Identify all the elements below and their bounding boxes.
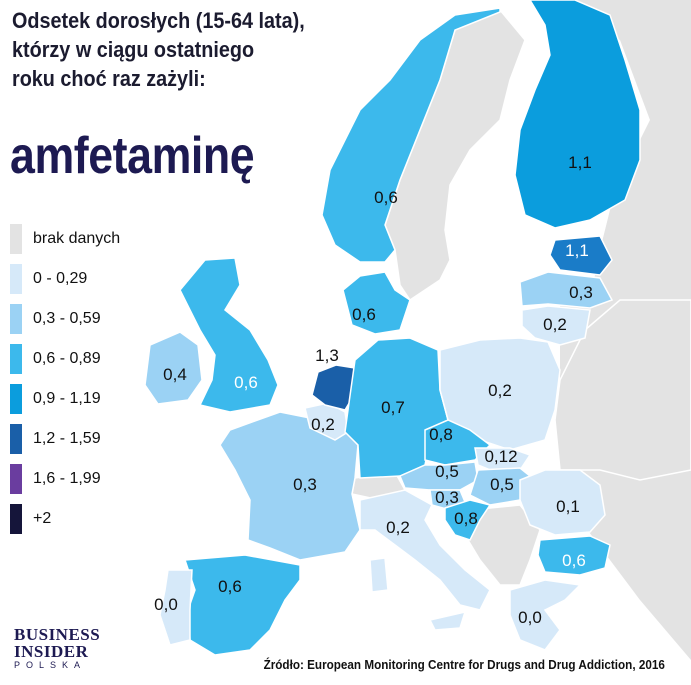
label-austria: 0,5 bbox=[435, 462, 459, 481]
label-bulgaria: 0,6 bbox=[562, 551, 586, 570]
label-uk: 0,6 bbox=[234, 373, 258, 392]
map-title: Odsetek dorosłych (15-64 lata), którzy w… bbox=[12, 6, 318, 93]
label-slovenia: 0,3 bbox=[435, 488, 459, 507]
legend-label: 0,6 - 0,89 bbox=[33, 350, 101, 367]
title-line-3: roku choć raz zażyli: bbox=[12, 66, 206, 91]
legend-item: 0,3 - 0,59 bbox=[10, 304, 120, 334]
legend-item: 0,9 - 1,19 bbox=[10, 384, 120, 414]
label-lithuania: 0,2 bbox=[543, 315, 567, 334]
label-poland: 0,2 bbox=[488, 381, 512, 400]
legend-label: 1,2 - 1,59 bbox=[33, 430, 101, 447]
label-denmark: 0,6 bbox=[352, 305, 376, 324]
country-italy-sardinia bbox=[369, 557, 389, 593]
label-finland: 1,1 bbox=[568, 153, 592, 172]
country-lithuania bbox=[521, 305, 591, 346]
region-belarus-ukraine bbox=[554, 299, 691, 481]
label-slovakia: 0,12 bbox=[484, 447, 517, 466]
legend-label: +2 bbox=[33, 510, 52, 527]
label-portugal: 0,0 bbox=[154, 595, 178, 614]
source-note: Źródło: European Monitoring Centre for D… bbox=[263, 657, 665, 672]
legend-item: +2 bbox=[10, 504, 120, 534]
legend-item: 1,2 - 1,59 bbox=[10, 424, 120, 454]
country-finland bbox=[514, 0, 641, 229]
logo-line-1: BUSINESS bbox=[14, 625, 101, 644]
logo-line-2: INSIDER bbox=[14, 642, 89, 661]
business-insider-logo: BUSINESS INSIDER POLSKA bbox=[14, 626, 100, 671]
label-france: 0,3 bbox=[293, 475, 317, 494]
country-estonia bbox=[549, 235, 613, 276]
label-czechia: 0,8 bbox=[429, 425, 453, 444]
legend: brak danych 0 - 0,29 0,3 - 0,59 0,6 - 0,… bbox=[10, 224, 120, 544]
country-norway bbox=[321, 7, 501, 263]
country-italy-sicily bbox=[428, 610, 467, 631]
country-croatia bbox=[444, 499, 492, 541]
legend-swatch bbox=[10, 344, 22, 374]
legend-label: 0 - 0,29 bbox=[33, 270, 88, 287]
label-estonia: 1,1 bbox=[565, 241, 589, 260]
label-germany: 0,7 bbox=[381, 398, 405, 417]
label-croatia: 0,8 bbox=[454, 509, 478, 528]
country-bulgaria bbox=[537, 535, 611, 576]
label-ireland: 0,4 bbox=[163, 365, 187, 384]
label-hungary: 0,5 bbox=[490, 475, 514, 494]
legend-swatch bbox=[10, 304, 22, 334]
label-netherlands: 1,3 bbox=[315, 346, 339, 365]
label-italy: 0,2 bbox=[386, 518, 410, 537]
legend-item: 0,6 - 0,89 bbox=[10, 344, 120, 374]
legend-label: 0,9 - 1,19 bbox=[33, 390, 101, 407]
legend-label: 1,6 - 1,99 bbox=[33, 470, 101, 487]
substance-headline: amfetaminę bbox=[10, 127, 255, 185]
legend-label: 0,3 - 0,59 bbox=[33, 310, 101, 327]
legend-item: 1,6 - 1,99 bbox=[10, 464, 120, 494]
label-latvia: 0,3 bbox=[569, 283, 593, 302]
title-line-1: Odsetek dorosłych (15-64 lata), bbox=[12, 8, 305, 33]
country-uk bbox=[179, 257, 279, 413]
legend-swatch bbox=[10, 504, 22, 534]
country-latvia bbox=[519, 271, 614, 309]
label-spain: 0,6 bbox=[218, 577, 242, 596]
label-norway: 0,6 bbox=[374, 188, 398, 207]
title-line-2: którzy w ciągu ostatniego bbox=[12, 37, 255, 62]
legend-swatch bbox=[10, 424, 22, 454]
legend-item: brak danych bbox=[10, 224, 120, 254]
legend-swatch bbox=[10, 224, 22, 254]
country-italy bbox=[359, 489, 491, 611]
legend-label: brak danych bbox=[33, 230, 121, 247]
country-portugal bbox=[159, 569, 193, 646]
label-belgium: 0,2 bbox=[311, 415, 335, 434]
label-romania: 0,1 bbox=[556, 497, 580, 516]
legend-swatch bbox=[10, 264, 22, 294]
label-greece: 0,0 bbox=[518, 608, 542, 627]
country-denmark bbox=[342, 271, 411, 335]
country-ireland bbox=[144, 331, 203, 405]
logo-line-3: POLSKA bbox=[14, 660, 87, 670]
legend-item: 0 - 0,29 bbox=[10, 264, 120, 294]
country-romania bbox=[519, 469, 606, 536]
legend-swatch bbox=[10, 464, 22, 494]
country-greece bbox=[509, 579, 582, 651]
legend-swatch bbox=[10, 384, 22, 414]
country-spain bbox=[183, 554, 301, 656]
